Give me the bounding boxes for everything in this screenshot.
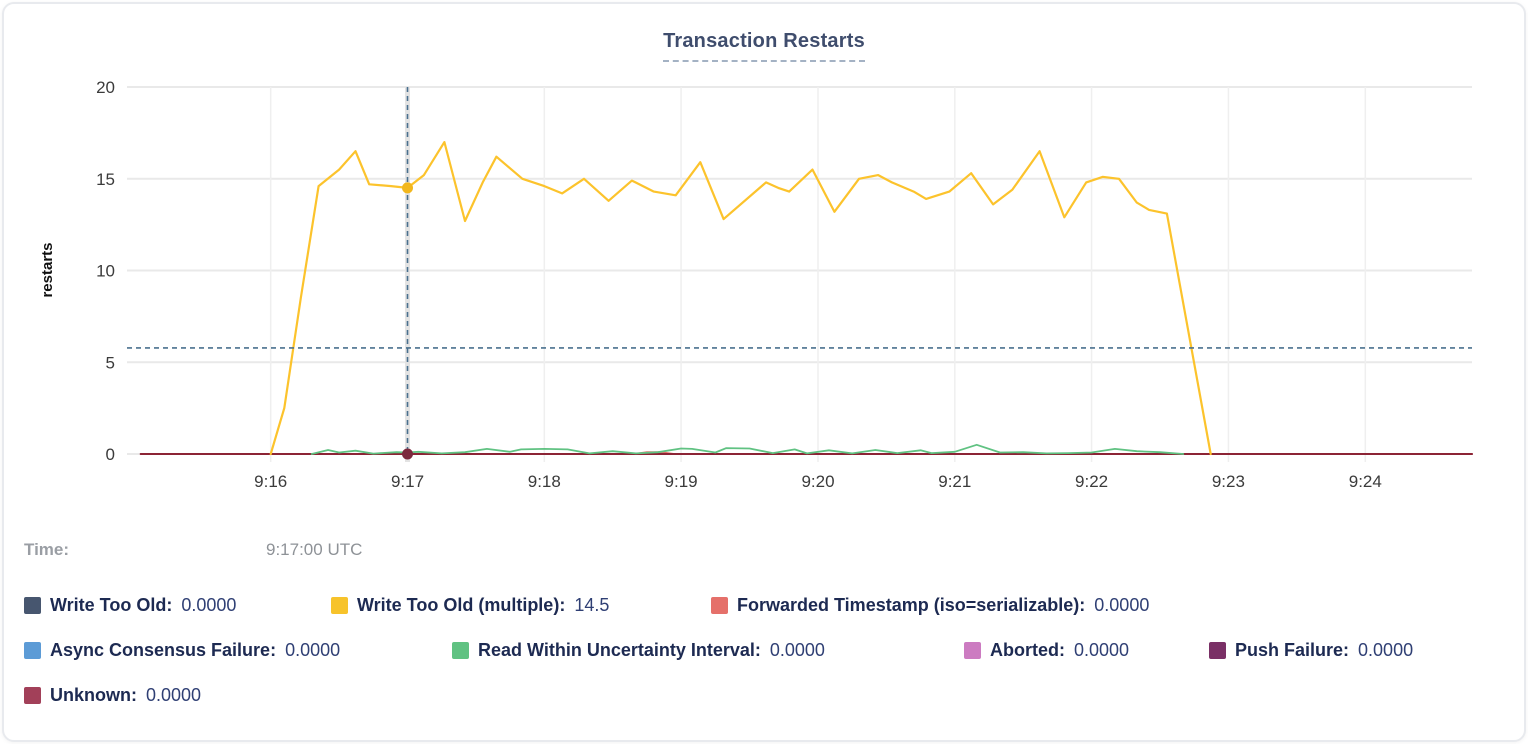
x-tick-label: 9:19	[665, 472, 698, 491]
hover-point-write-too-old-multiple	[402, 182, 413, 194]
legend-label: Unknown:	[50, 684, 137, 705]
legend-value: 0.0000	[1094, 594, 1150, 615]
transaction-restarts-chart[interactable]: 0 5 10 15 20 9:16 9:17 9:18 9:19 9:20 9:21 9:22 9:23…	[4, 4, 1524, 509]
x-tick-label: 9:16	[254, 472, 287, 491]
series-line-read-within-uncertainty-interval	[310, 443, 1185, 455]
y-tick-label: 10	[96, 262, 115, 281]
hover-point-unknown	[402, 448, 413, 460]
legend-label: Write Too Old (multiple):	[357, 594, 566, 615]
y-axis-label: restarts	[39, 242, 56, 297]
y-tick-label: 15	[96, 170, 115, 189]
x-tick-label: 9:20	[801, 472, 834, 491]
x-tick-label: 9:21	[938, 472, 971, 491]
legend-item-unknown: Unknown: 0.0000	[24, 685, 201, 706]
chart-title[interactable]: Transaction Restarts	[663, 30, 865, 62]
legend-label: Async Consensus Failure:	[50, 639, 277, 660]
legend-value: 0.0000	[769, 639, 825, 660]
x-tick-label: 9:23	[1212, 472, 1245, 491]
legend-value: 0.0000	[1074, 639, 1130, 660]
y-tick-label: 20	[96, 78, 115, 97]
x-tick-label: 9:24	[1349, 472, 1382, 491]
time-label: Time:	[24, 540, 70, 559]
y-tick-label: 5	[106, 353, 115, 372]
legend-row: Unknown: 0.0000	[24, 680, 1514, 710]
legend-swatch-icon	[711, 596, 728, 614]
legend-label: Push Failure:	[1235, 639, 1350, 660]
legend-item-forwarded-timestamp-iso-serializable: Forwarded Timestamp (iso=serializable): 0…	[711, 595, 1149, 616]
legend-label: Write Too Old:	[50, 594, 173, 615]
x-tick-label: 9:22	[1075, 472, 1108, 491]
legend-item-read-within-uncertainty-interval: Read Within Uncertainty Interval: 0.0000	[452, 640, 964, 661]
legend-item-write-too-old: Write Too Old: 0.0000	[24, 595, 331, 616]
legend: Write Too Old: 0.0000 Write Too Old (multi…	[24, 590, 1514, 710]
legend-value: 0.0000	[1358, 639, 1414, 660]
hover-time-row: Time: 9:17:00 UTC	[24, 540, 362, 560]
x-tick-label: 9:17	[391, 472, 424, 491]
legend-value: 0.0000	[285, 639, 341, 660]
legend-item-push-failure: Push Failure: 0.0000	[1209, 640, 1413, 661]
legend-label: Read Within Uncertainty Interval:	[478, 639, 761, 660]
legend-item-async-consensus-failure: Async Consensus Failure: 0.0000	[24, 640, 452, 661]
y-tick-label: 0	[106, 445, 115, 464]
legend-swatch-icon	[964, 641, 981, 659]
x-tick-label: 9:18	[528, 472, 561, 491]
legend-swatch-icon	[331, 596, 348, 614]
legend-swatch-icon	[452, 641, 469, 659]
legend-row: Write Too Old: 0.0000 Write Too Old (multi…	[24, 590, 1514, 620]
legend-swatch-icon	[1209, 641, 1226, 659]
legend-item-aborted: Aborted: 0.0000	[964, 640, 1209, 661]
legend-item-write-too-old-multiple: Write Too Old (multiple): 14.5	[331, 595, 711, 616]
legend-swatch-icon	[24, 596, 41, 614]
time-value: 9:17:00 UTC	[266, 540, 363, 559]
chart-svg[interactable]: 0 5 10 15 20 9:16 9:17 9:18 9:19 9:20 9:21 9:22 9:23…	[4, 4, 1524, 509]
legend-value: 0.0000	[181, 594, 237, 615]
legend-row: Async Consensus Failure: 0.0000 Read Withi…	[24, 635, 1514, 665]
legend-value: 0.0000	[146, 684, 202, 705]
chart-header: Transaction Restarts	[4, 30, 1524, 62]
legend-swatch-icon	[24, 686, 41, 704]
legend-swatch-icon	[24, 641, 41, 659]
legend-value: 14.5	[574, 594, 610, 615]
legend-label: Forwarded Timestamp (iso=serializable):	[737, 594, 1086, 615]
legend-label: Aborted:	[990, 639, 1065, 660]
